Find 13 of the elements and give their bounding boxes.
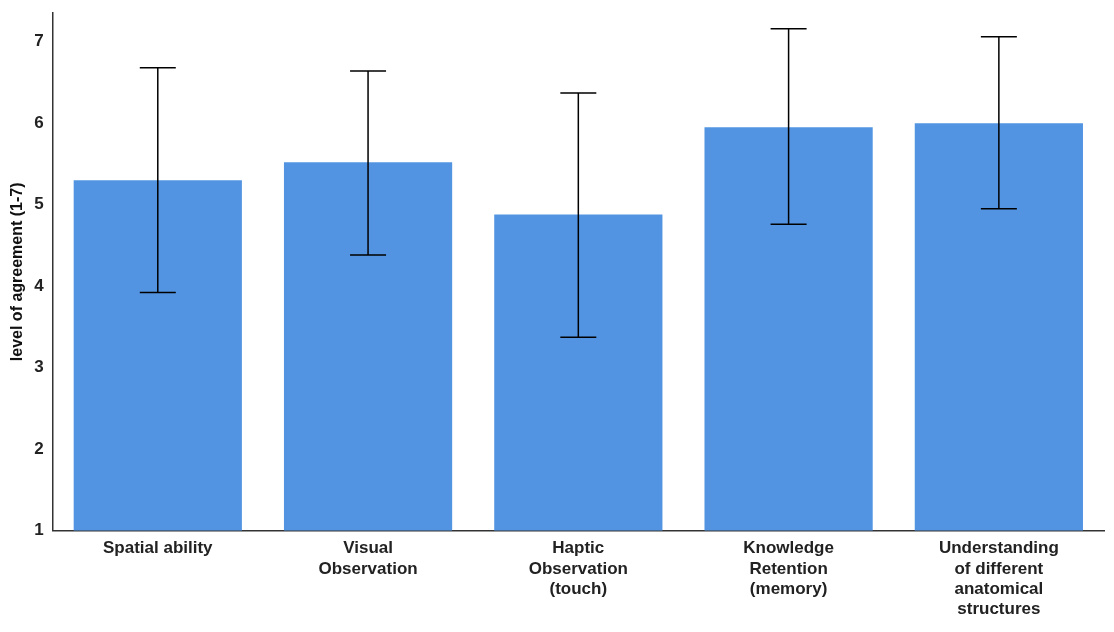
y-axis-title: level of agreement (1-7) [8, 182, 26, 362]
x-tick-label: Understanding of different anatomical structures [938, 538, 1059, 619]
y-tick-label: 2 [34, 438, 44, 458]
y-tick-label: 5 [34, 194, 44, 214]
y-tick-label: 7 [34, 31, 44, 51]
y-tick-label: 1 [34, 520, 44, 540]
y-tick-label: 4 [34, 275, 45, 295]
x-tick-label: Spatial ability [102, 538, 214, 558]
y-tick-label: 3 [34, 357, 44, 377]
x-tick-label: Knowledge Retention (memory) [743, 538, 834, 599]
y-tick-label: 6 [34, 112, 44, 132]
x-tick-label: Visual Observation [318, 538, 418, 578]
x-tick-label: Haptic Observation (touch) [528, 538, 628, 599]
